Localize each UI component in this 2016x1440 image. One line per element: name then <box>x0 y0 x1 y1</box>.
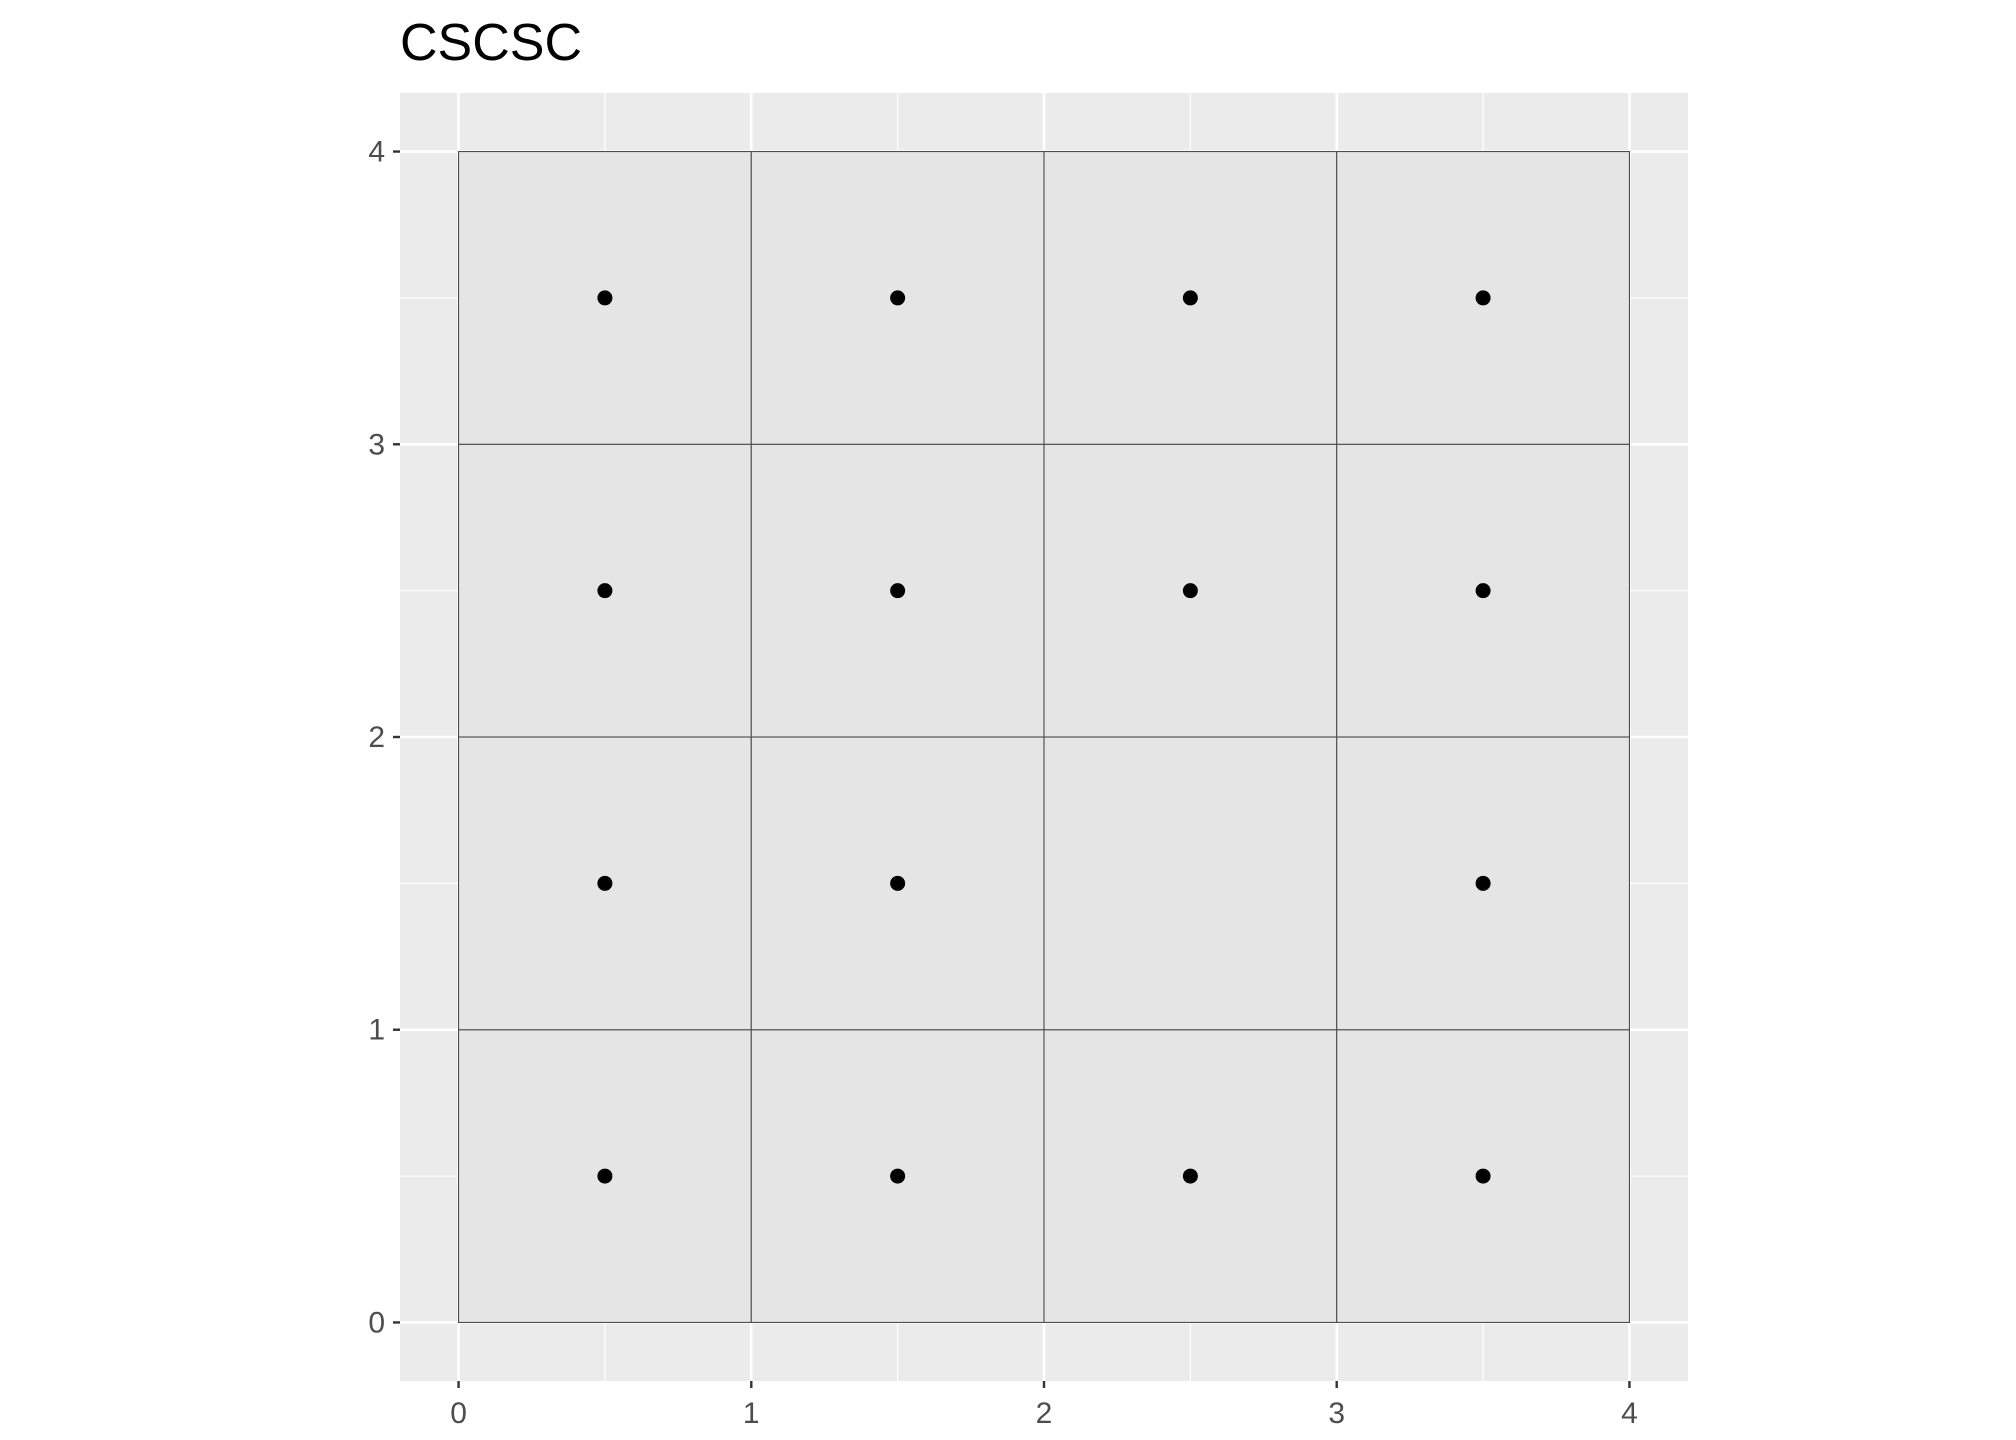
point-layer <box>597 290 1491 1184</box>
chart-title: CSCSC <box>400 14 582 72</box>
x-tick-label: 0 <box>450 1397 467 1430</box>
data-point <box>890 290 906 306</box>
x-tick-label: 4 <box>1621 1397 1638 1430</box>
x-tick-label: 1 <box>743 1397 760 1430</box>
data-point <box>1475 290 1491 306</box>
x-axis: 0 1 2 3 4 <box>450 1381 1638 1430</box>
y-tick-label: 1 <box>368 1014 385 1047</box>
data-point <box>1182 1168 1198 1184</box>
data-point <box>597 290 613 306</box>
y-tick-label: 4 <box>368 136 385 169</box>
data-point <box>890 1168 906 1184</box>
data-point <box>1475 583 1491 599</box>
y-tick-label: 0 <box>368 1306 385 1339</box>
y-tick-label: 3 <box>368 428 385 461</box>
x-tick-label: 2 <box>1036 1397 1053 1430</box>
data-point <box>1182 583 1198 599</box>
data-point <box>890 583 906 599</box>
data-point <box>890 875 906 891</box>
data-point <box>597 583 613 599</box>
tile <box>750 736 1045 1031</box>
data-point <box>1475 875 1491 891</box>
tile <box>1043 736 1338 1031</box>
tile-layer <box>457 150 1631 1324</box>
data-point <box>597 1168 613 1184</box>
data-point <box>1475 1168 1491 1184</box>
y-axis: 0 1 2 3 4 <box>368 136 400 1339</box>
data-point <box>1182 290 1198 306</box>
y-tick-label: 2 <box>368 721 385 754</box>
data-point <box>597 875 613 891</box>
x-tick-label: 3 <box>1328 1397 1345 1430</box>
